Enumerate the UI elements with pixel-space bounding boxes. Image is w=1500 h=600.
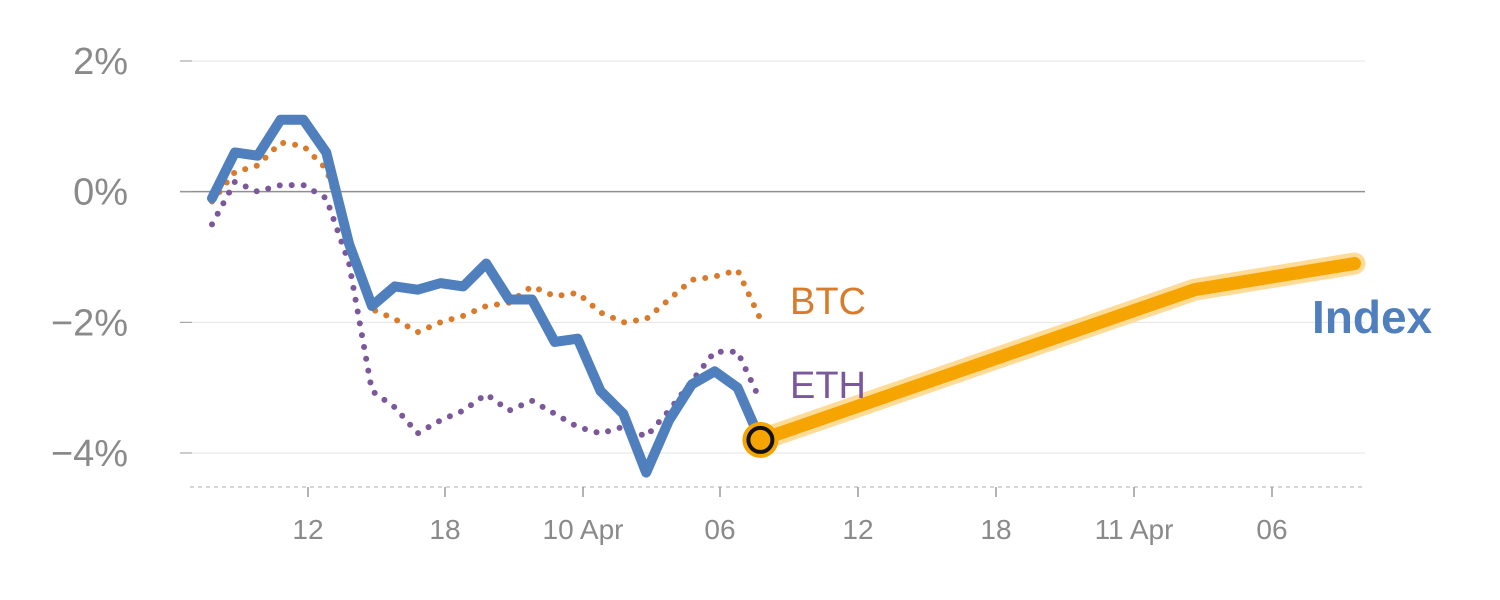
y-tick-label: −2% <box>51 302 128 344</box>
x-tick-label: 12 <box>292 514 323 545</box>
label-layer: BTC ETH Index <box>790 281 1433 407</box>
y-tick-label: −4% <box>51 433 128 475</box>
series-layer <box>207 114 1366 478</box>
index-series-label: Index <box>1312 291 1433 343</box>
axis-layer: 2% 0% −2% −4% 12 18 10 Apr 06 12 18 11 Apr 06 <box>51 41 1365 545</box>
y-tick-label: 0% <box>73 172 128 214</box>
btc-series-label: BTC <box>790 281 866 323</box>
eth-series-label: ETH <box>790 365 866 407</box>
eth-line <box>209 178 764 440</box>
index-projection-line <box>753 257 1361 447</box>
x-tick-label: 10 Apr <box>543 514 624 545</box>
current-point-marker <box>746 425 775 454</box>
btc-line <box>209 139 764 336</box>
x-tick-label: 18 <box>980 514 1011 545</box>
x-tick-label: 18 <box>429 514 460 545</box>
x-tick-label: 11 Apr <box>1095 514 1174 545</box>
x-tick-label: 12 <box>842 514 873 545</box>
y-tick-label: 2% <box>73 41 128 83</box>
index-line <box>207 114 766 478</box>
x-tick-label: 06 <box>1256 514 1287 545</box>
x-tick-label: 06 <box>704 514 735 545</box>
